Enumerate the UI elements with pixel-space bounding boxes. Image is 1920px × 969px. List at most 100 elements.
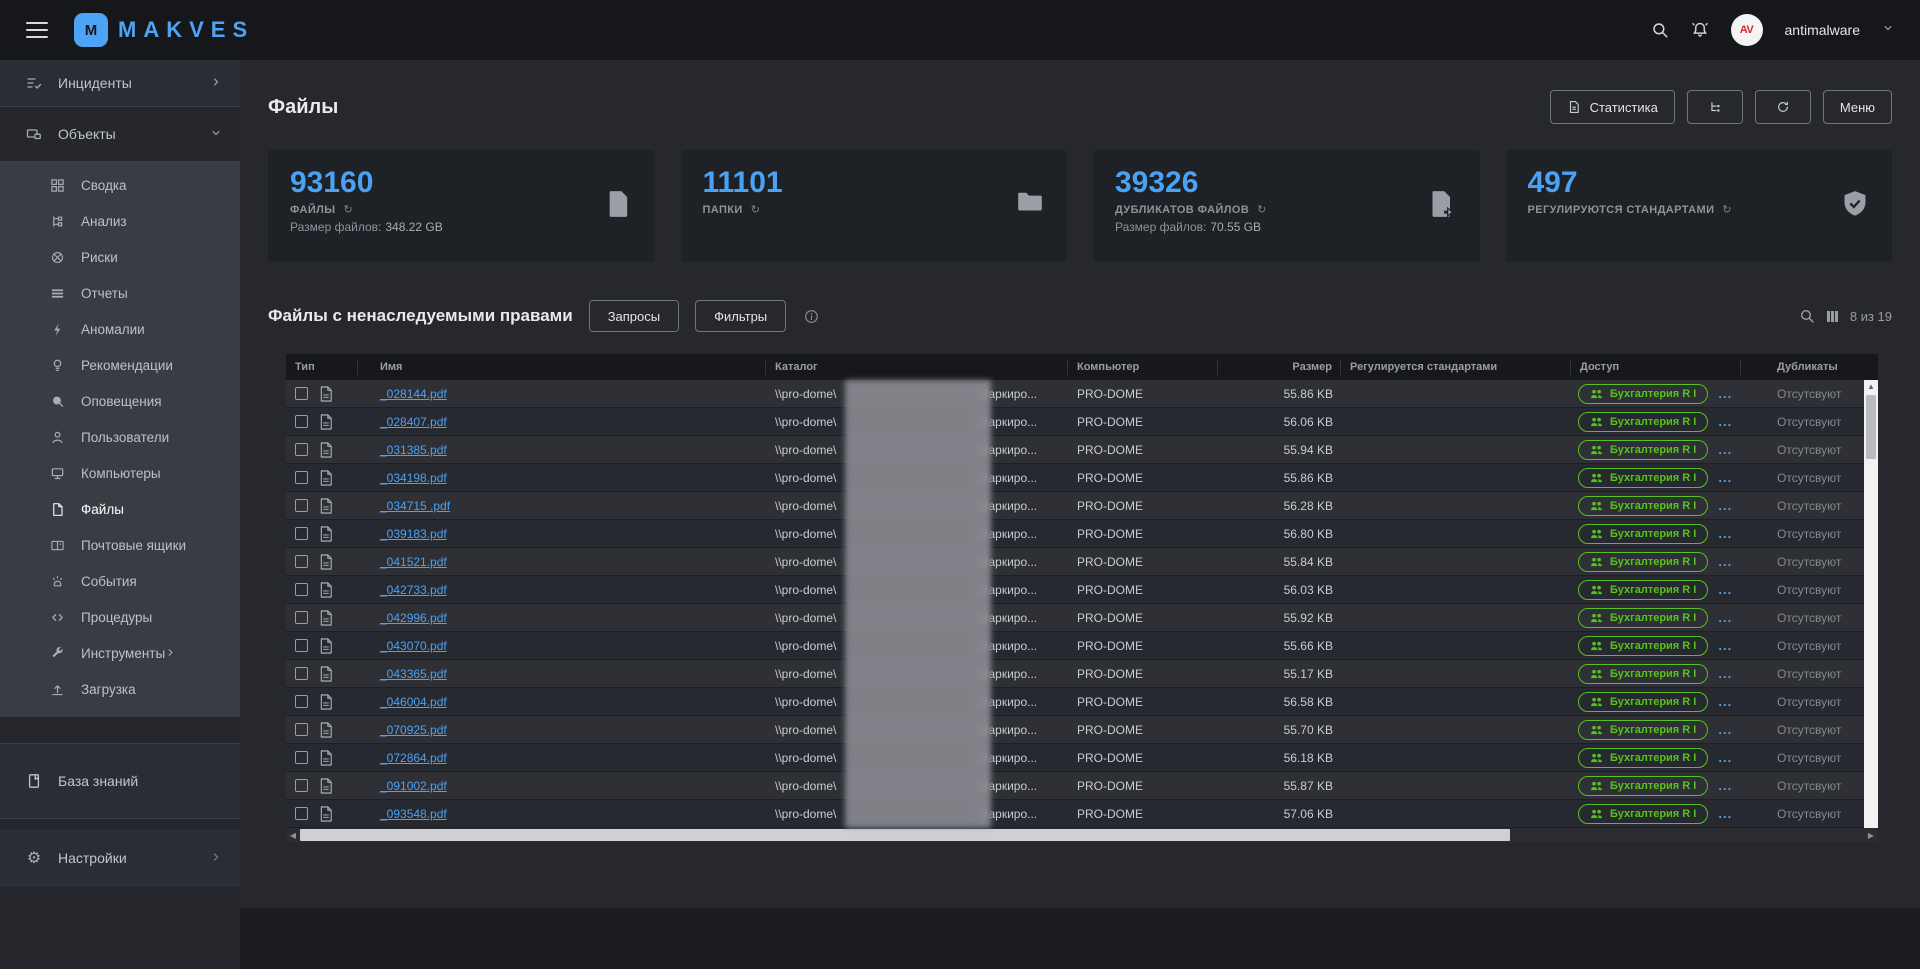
menu-button[interactable]: Меню xyxy=(1823,90,1892,124)
row-checkbox[interactable] xyxy=(295,387,308,400)
access-group-pill[interactable]: Бухгалтерия R I xyxy=(1578,440,1708,460)
sidebar-item-events[interactable]: События xyxy=(0,563,240,599)
refresh-icon[interactable]: ↻ xyxy=(1722,203,1731,216)
row-checkbox[interactable] xyxy=(295,471,308,484)
scroll-left-arrow[interactable]: ◀ xyxy=(286,831,300,840)
access-group-pill[interactable]: Бухгалтерия R I xyxy=(1578,552,1708,572)
table-search-icon[interactable] xyxy=(1799,308,1815,324)
sidebar-item-users[interactable]: Пользователи xyxy=(0,419,240,455)
column-header-access[interactable]: Доступ xyxy=(1571,359,1741,375)
table-row[interactable]: _046004.pdf \\pro-dome\ Маркиро... PRO-D… xyxy=(286,688,1878,716)
row-checkbox[interactable] xyxy=(295,611,308,624)
file-name-link[interactable]: _091002.pdf xyxy=(358,779,447,793)
access-group-pill[interactable]: Бухгалтерия R I xyxy=(1578,720,1708,740)
refresh-icon[interactable]: ↻ xyxy=(751,203,760,216)
file-name-link[interactable]: _028144.pdf xyxy=(358,387,447,401)
more-access-link[interactable]: ... xyxy=(1718,498,1732,513)
column-header-standards[interactable]: Регулируется стандартами xyxy=(1341,359,1571,375)
column-header-name[interactable]: Имя xyxy=(358,359,766,375)
user-menu-chevron-down-icon[interactable] xyxy=(1882,21,1894,39)
file-name-link[interactable]: _039183.pdf xyxy=(358,527,447,541)
tree-view-button[interactable] xyxy=(1687,90,1743,124)
row-checkbox[interactable] xyxy=(295,415,308,428)
sidebar-item-knowledge-base[interactable]: База знаний xyxy=(0,744,240,818)
file-name-link[interactable]: _093548.pdf xyxy=(358,807,447,821)
file-name-link[interactable]: _072864.pdf xyxy=(358,751,447,765)
row-checkbox[interactable] xyxy=(295,667,308,680)
refresh-icon[interactable]: ↻ xyxy=(343,203,352,216)
table-row[interactable]: _028407.pdf \\pro-dome\ Маркиро... PRO-D… xyxy=(286,408,1878,436)
sidebar-item-summary[interactable]: Сводка xyxy=(0,167,240,203)
access-group-pill[interactable]: Бухгалтерия R I xyxy=(1578,496,1708,516)
file-name-link[interactable]: _034715 .pdf xyxy=(358,499,450,513)
more-access-link[interactable]: ... xyxy=(1718,386,1732,401)
search-icon[interactable] xyxy=(1651,21,1669,39)
row-checkbox[interactable] xyxy=(295,751,308,764)
more-access-link[interactable]: ... xyxy=(1718,414,1732,429)
scroll-up-arrow[interactable]: ▲ xyxy=(1867,380,1875,394)
table-row[interactable]: _042996.pdf \\pro-dome\ Маркиро... PRO-D… xyxy=(286,604,1878,632)
access-group-pill[interactable]: Бухгалтерия R I xyxy=(1578,776,1708,796)
more-access-link[interactable]: ... xyxy=(1718,470,1732,485)
access-group-pill[interactable]: Бухгалтерия R I xyxy=(1578,384,1708,404)
user-avatar[interactable]: AV xyxy=(1731,14,1763,46)
file-name-link[interactable]: _046004.pdf xyxy=(358,695,447,709)
sidebar-item-reports[interactable]: Отчеты xyxy=(0,275,240,311)
table-row[interactable]: _039183.pdf \\pro-dome\ Маркиро... PRO-D… xyxy=(286,520,1878,548)
access-group-pill[interactable]: Бухгалтерия R I xyxy=(1578,524,1708,544)
access-group-pill[interactable]: Бухгалтерия R I xyxy=(1578,636,1708,656)
access-group-pill[interactable]: Бухгалтерия R I xyxy=(1578,412,1708,432)
access-group-pill[interactable]: Бухгалтерия R I xyxy=(1578,748,1708,768)
access-group-pill[interactable]: Бухгалтерия R I xyxy=(1578,608,1708,628)
more-access-link[interactable]: ... xyxy=(1718,638,1732,653)
more-access-link[interactable]: ... xyxy=(1718,442,1732,457)
more-access-link[interactable]: ... xyxy=(1718,694,1732,709)
queries-button[interactable]: Запросы xyxy=(589,300,679,332)
table-row[interactable]: _034198.pdf \\pro-dome\ Маркиро... PRO-D… xyxy=(286,464,1878,492)
table-row[interactable]: _093548.pdf \\pro-dome\ Маркиро... PRO-D… xyxy=(286,800,1878,828)
file-name-link[interactable]: _042733.pdf xyxy=(358,583,447,597)
file-name-link[interactable]: _070925.pdf xyxy=(358,723,447,737)
sidebar-item-analysis[interactable]: Анализ xyxy=(0,203,240,239)
sidebar-item-tools[interactable]: Инструменты xyxy=(0,635,240,671)
more-access-link[interactable]: ... xyxy=(1718,610,1732,625)
table-row[interactable]: _043070.pdf \\pro-dome\ Маркиро... PRO-D… xyxy=(286,632,1878,660)
row-checkbox[interactable] xyxy=(295,499,308,512)
filters-button[interactable]: Фильтры xyxy=(695,300,786,332)
sidebar-item-objects[interactable]: Объекты xyxy=(0,107,240,161)
sidebar-item-anomalies[interactable]: Аномалии xyxy=(0,311,240,347)
columns-icon[interactable] xyxy=(1827,311,1838,322)
table-row[interactable]: _031385.pdf \\pro-dome\ Маркиро... PRO-D… xyxy=(286,436,1878,464)
more-access-link[interactable]: ... xyxy=(1718,554,1732,569)
sidebar-item-settings[interactable]: ⚙ Настройки xyxy=(0,829,240,887)
hamburger-menu-icon[interactable] xyxy=(26,22,48,38)
column-header-computer[interactable]: Компьютер xyxy=(1068,359,1218,375)
sidebar-item-files[interactable]: Файлы xyxy=(0,491,240,527)
row-checkbox[interactable] xyxy=(295,583,308,596)
more-access-link[interactable]: ... xyxy=(1718,526,1732,541)
file-name-link[interactable]: _043365.pdf xyxy=(358,667,447,681)
more-access-link[interactable]: ... xyxy=(1718,778,1732,793)
access-group-pill[interactable]: Бухгалтерия R I xyxy=(1578,468,1708,488)
row-checkbox[interactable] xyxy=(295,639,308,652)
file-name-link[interactable]: _031385.pdf xyxy=(358,443,447,457)
column-header-duplicates[interactable]: Дубликаты xyxy=(1741,359,1878,375)
horizontal-scrollbar[interactable]: ◀ ▶ xyxy=(286,828,1878,842)
sidebar-item-computers[interactable]: Компьютеры xyxy=(0,455,240,491)
more-access-link[interactable]: ... xyxy=(1718,722,1732,737)
file-name-link[interactable]: _028407.pdf xyxy=(358,415,447,429)
table-row[interactable]: _043365.pdf \\pro-dome\ Маркиро... PRO-D… xyxy=(286,660,1878,688)
row-checkbox[interactable] xyxy=(295,443,308,456)
vertical-scroll-thumb[interactable] xyxy=(1866,395,1876,459)
sidebar-item-risks[interactable]: Риски xyxy=(0,239,240,275)
horizontal-scroll-thumb[interactable] xyxy=(300,829,1510,841)
file-name-link[interactable]: _042996.pdf xyxy=(358,611,447,625)
scroll-right-arrow[interactable]: ▶ xyxy=(1864,831,1878,840)
file-name-link[interactable]: _043070.pdf xyxy=(358,639,447,653)
more-access-link[interactable]: ... xyxy=(1718,666,1732,681)
row-checkbox[interactable] xyxy=(295,723,308,736)
refresh-button[interactable] xyxy=(1755,90,1811,124)
row-checkbox[interactable] xyxy=(295,807,308,820)
vertical-scrollbar[interactable]: ▲ xyxy=(1864,380,1878,828)
table-row[interactable]: _034715 .pdf \\pro-dome\ Маркиро... PRO-… xyxy=(286,492,1878,520)
